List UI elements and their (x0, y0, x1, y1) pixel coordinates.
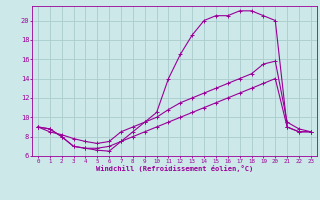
X-axis label: Windchill (Refroidissement éolien,°C): Windchill (Refroidissement éolien,°C) (96, 165, 253, 172)
